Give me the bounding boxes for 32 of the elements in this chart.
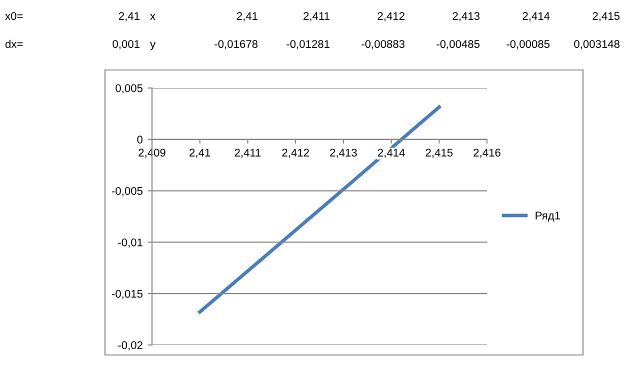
x-tick-label: 2,416 <box>474 148 500 158</box>
text: dx= <box>5 40 23 48</box>
text: -0,00085 <box>506 40 550 50</box>
y-tick-label: -0,02 <box>118 341 142 350</box>
text: -0,00485 <box>436 40 480 50</box>
y-tick-label: -0,005 <box>112 187 143 196</box>
text: 2,412 <box>378 12 404 22</box>
text: 0,003148 <box>574 40 620 50</box>
text: -0,01281 <box>286 40 330 50</box>
y-tick-label: -0,015 <box>112 290 143 300</box>
text: -0,00883 <box>362 40 405 50</box>
text: 2,414 <box>522 12 550 22</box>
text: 2,41 <box>118 12 140 22</box>
text: 2,411 <box>304 12 330 22</box>
text: 2,413 <box>452 12 480 22</box>
x-tick-label: 2,411 <box>234 148 261 158</box>
text: -0,01678 <box>214 40 258 50</box>
x-tick-label: 2,414 <box>378 148 405 158</box>
text: x <box>150 14 156 20</box>
text: y <box>150 42 156 50</box>
y-tick-label: 0,005 <box>116 84 143 94</box>
y-tick-label: 0 <box>137 136 143 144</box>
text: 0,001 <box>112 40 140 50</box>
text: 2,41 <box>236 12 258 22</box>
x-tick-label: 2,412 <box>282 148 309 158</box>
x-tick-label: 2,415 <box>426 148 453 158</box>
text: 2,415 <box>592 12 620 22</box>
legend-label: Ряд1 <box>536 212 560 222</box>
y-tick-label: -0,01 <box>118 238 142 248</box>
text: x0= <box>5 12 23 20</box>
x-tick-label: 2,41 <box>190 148 210 158</box>
x-tick-label: 2,413 <box>330 148 357 158</box>
